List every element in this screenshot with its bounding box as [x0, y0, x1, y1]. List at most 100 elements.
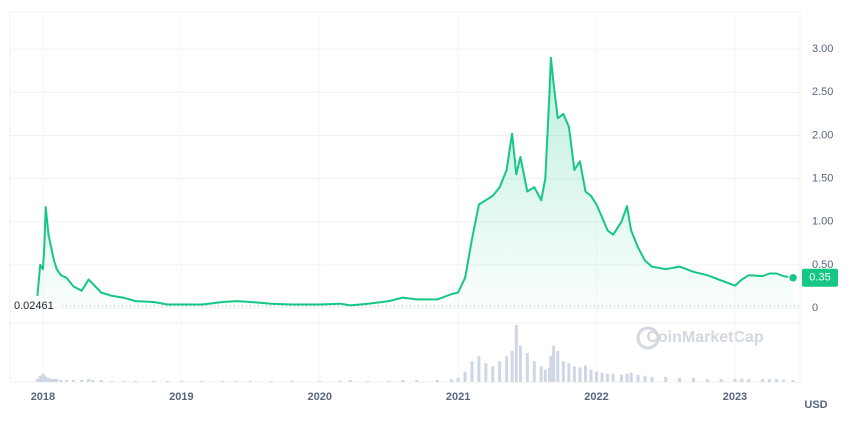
volume-bar: [768, 378, 772, 382]
watermark: CoinMarketCap: [646, 329, 764, 346]
volume-bar: [705, 378, 709, 382]
volume-bar: [525, 352, 529, 382]
volume-bar: [121, 380, 125, 382]
volume-bar: [549, 356, 553, 382]
volume-bar: [611, 373, 615, 382]
volume-bar: [791, 379, 795, 382]
x-tick-label: 2023: [723, 391, 747, 403]
volume-bar: [595, 371, 599, 382]
volume-bar: [629, 372, 633, 382]
volume-bar: [415, 379, 419, 382]
volume-bar: [179, 380, 183, 382]
volume-bar: [484, 363, 488, 382]
volume-bar: [514, 325, 518, 382]
volume-bar: [110, 380, 114, 382]
volume-bar: [600, 372, 604, 382]
volume-bar: [589, 369, 593, 382]
volume-bar: [99, 379, 103, 382]
volume-bar: [664, 376, 668, 382]
unit-label: USD: [804, 399, 827, 411]
volume-bar: [556, 350, 560, 382]
volume-bar: [249, 380, 253, 382]
volume-bar: [435, 379, 439, 382]
volume-bar: [80, 379, 84, 382]
volume-bar: [269, 380, 273, 382]
volume-bar: [625, 373, 629, 382]
volume-bar: [643, 375, 647, 382]
volume-bar: [166, 380, 170, 382]
volume-bar: [491, 366, 495, 382]
volume-bar: [678, 377, 682, 382]
volume-bar: [572, 366, 576, 382]
volume-bar: [774, 378, 778, 382]
volume-bar: [387, 380, 391, 382]
volume-bar: [46, 377, 50, 382]
volume-bar: [38, 375, 42, 382]
price-area: [37, 57, 794, 308]
volume-bar: [71, 379, 75, 382]
volume-bar: [561, 361, 565, 382]
volume-bar: [532, 361, 536, 382]
volume-bar: [552, 345, 556, 382]
volume-bar: [200, 380, 204, 382]
y-tick-label: 1.00: [812, 216, 833, 228]
volume-bar: [87, 378, 91, 382]
volume-bar: [733, 378, 737, 382]
volume-bar: [505, 356, 509, 382]
volume-bar: [691, 377, 695, 382]
volume-bar: [498, 361, 502, 382]
last-price-label: 0.35: [809, 272, 830, 284]
volume-bar: [740, 378, 744, 382]
volume-bar: [35, 378, 39, 382]
x-tick-label: 2022: [584, 391, 608, 403]
volume-bar: [578, 367, 582, 382]
volume-bar: [366, 380, 370, 382]
x-tick-label: 2018: [31, 391, 55, 403]
y-tick-label: 0.50: [812, 259, 833, 271]
last-price-dot: [787, 272, 799, 284]
volume-bar: [59, 379, 63, 382]
volume-bar: [52, 378, 56, 382]
last-price-badge: [802, 268, 838, 287]
watermark-logo: [636, 326, 660, 350]
volume-bar: [91, 379, 95, 382]
y-tick-label: 3.00: [812, 43, 833, 55]
price-line: [36, 56, 794, 307]
y-tick-label: 2.00: [812, 129, 833, 141]
volume-bar: [747, 378, 751, 382]
y-tick-label: 1.50: [812, 173, 833, 185]
x-tick-label: 2021: [446, 391, 470, 403]
volume-bar: [470, 361, 474, 382]
volume-bar: [781, 379, 785, 382]
volume-bar: [318, 380, 322, 382]
volume-bar: [583, 365, 587, 382]
volume-bar: [44, 376, 48, 382]
volume-bar: [64, 379, 68, 382]
volume-bar: [348, 379, 352, 382]
volume-bar: [49, 378, 53, 382]
volume-bar: [134, 380, 138, 382]
volume-bar: [339, 380, 343, 382]
volume-bar: [401, 379, 405, 382]
plot-frame: [9, 11, 801, 383]
volume-bar: [55, 378, 59, 382]
volume-bar: [463, 371, 467, 382]
volume-bar: [567, 363, 571, 382]
volume-bar: [543, 369, 547, 382]
volume-bar: [539, 366, 543, 382]
volume-bar: [619, 374, 623, 382]
volume-bar: [636, 374, 640, 382]
volume-bar: [650, 376, 654, 382]
volume-bar: [290, 380, 294, 382]
volume-bar: [456, 377, 460, 382]
y-tick-label: 2.50: [812, 86, 833, 98]
volume-bar: [449, 378, 453, 382]
volume-bar: [761, 378, 765, 382]
volume-bar: [606, 373, 610, 382]
volume-bar: [152, 380, 156, 382]
x-tick-label: 2020: [308, 391, 332, 403]
y-tick-label: 0: [812, 302, 818, 314]
volume-bar: [235, 380, 239, 382]
volume-bar: [477, 356, 481, 382]
